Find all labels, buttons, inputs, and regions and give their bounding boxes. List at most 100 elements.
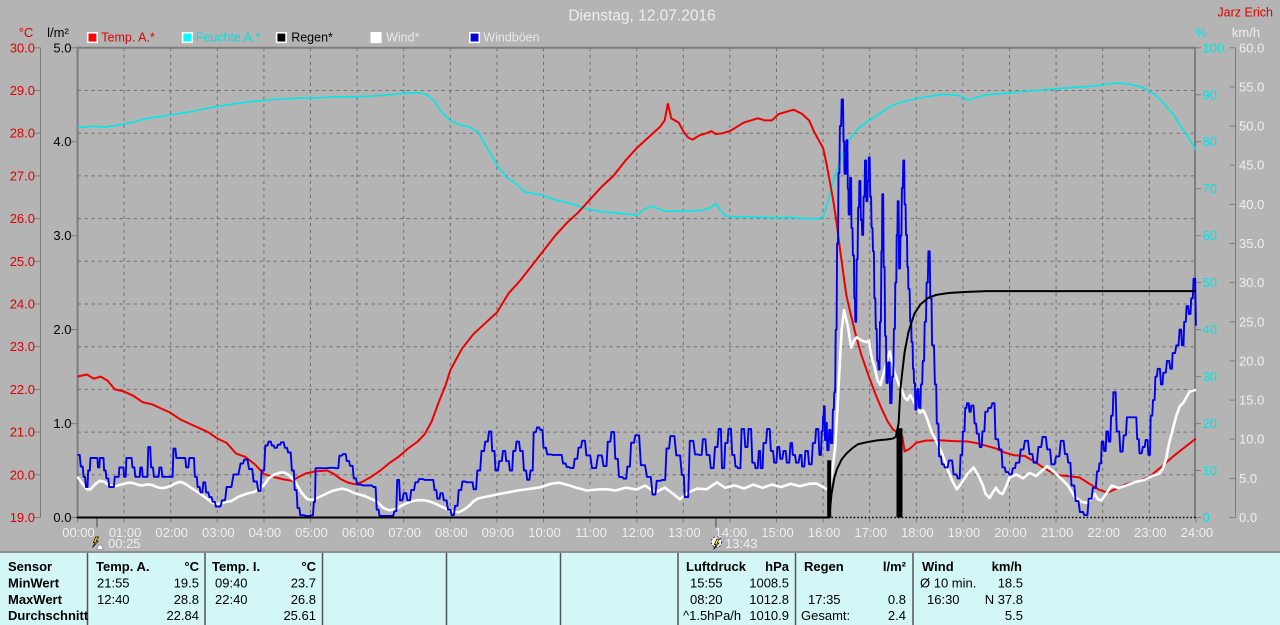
svg-text:0.0: 0.0 <box>53 510 71 525</box>
svg-text:l/m²: l/m² <box>883 559 907 574</box>
svg-text:25.0: 25.0 <box>1239 314 1264 329</box>
svg-text:Sensor: Sensor <box>8 559 52 574</box>
svg-text:15.0: 15.0 <box>1239 393 1264 408</box>
svg-text:50: 50 <box>1203 275 1217 290</box>
svg-text:^1.5hPa/h: ^1.5hPa/h <box>683 608 741 623</box>
svg-text:15:00: 15:00 <box>761 525 794 540</box>
svg-text:N 37.8: N 37.8 <box>985 592 1023 607</box>
svg-text:24.0: 24.0 <box>10 297 35 312</box>
svg-text:28.8: 28.8 <box>174 592 199 607</box>
svg-text:80: 80 <box>1203 134 1217 149</box>
svg-text:Temp. I.: Temp. I. <box>212 559 260 574</box>
svg-text:%: % <box>1195 25 1207 40</box>
svg-text:09:40: 09:40 <box>215 576 248 591</box>
svg-text:14:00: 14:00 <box>715 525 748 540</box>
svg-text:4.0: 4.0 <box>53 134 71 149</box>
svg-text:22.84: 22.84 <box>166 608 199 623</box>
svg-text:12:40: 12:40 <box>97 592 130 607</box>
svg-text:MinWert: MinWert <box>8 576 60 591</box>
svg-text:11:00: 11:00 <box>575 525 607 540</box>
svg-text:04:00: 04:00 <box>249 525 282 540</box>
svg-text:50.0: 50.0 <box>1239 119 1264 134</box>
svg-text:22:40: 22:40 <box>215 592 248 607</box>
svg-text:20.0: 20.0 <box>10 467 35 482</box>
svg-text:°C: °C <box>184 559 199 574</box>
svg-text:08:20: 08:20 <box>690 592 723 607</box>
svg-text:19.5: 19.5 <box>174 576 199 591</box>
svg-text:23:00: 23:00 <box>1134 525 1167 540</box>
svg-text:17:35: 17:35 <box>808 592 841 607</box>
svg-text:40: 40 <box>1203 322 1217 337</box>
svg-text:19.0: 19.0 <box>10 510 35 525</box>
svg-text:5.5: 5.5 <box>1005 608 1023 623</box>
svg-text:Temp. A.: Temp. A. <box>96 559 149 574</box>
svg-text:Wind*: Wind* <box>386 31 419 45</box>
svg-text:09:00: 09:00 <box>482 525 515 540</box>
svg-text:Feuchte A.*: Feuchte A.* <box>196 31 261 45</box>
svg-text:20.0: 20.0 <box>1239 353 1264 368</box>
svg-text:24:00: 24:00 <box>1181 525 1214 540</box>
svg-text:0.0: 0.0 <box>1239 510 1257 525</box>
svg-text:60.0: 60.0 <box>1239 40 1264 55</box>
svg-text:08:00: 08:00 <box>435 525 468 540</box>
svg-text:30.0: 30.0 <box>10 40 35 55</box>
svg-text:12:00: 12:00 <box>621 525 654 540</box>
svg-text:l/m²: l/m² <box>47 25 69 40</box>
svg-text:MaxWert: MaxWert <box>8 592 63 607</box>
svg-text:16:00: 16:00 <box>808 525 841 540</box>
svg-text:01:00: 01:00 <box>109 525 142 540</box>
svg-text:29.0: 29.0 <box>10 83 35 98</box>
svg-text:22.0: 22.0 <box>10 382 35 397</box>
svg-text:70: 70 <box>1203 181 1217 196</box>
svg-text:15:55: 15:55 <box>690 576 723 591</box>
svg-text:10:00: 10:00 <box>528 525 561 540</box>
svg-text:13:43: 13:43 <box>725 536 758 551</box>
svg-text:27.0: 27.0 <box>10 168 35 183</box>
svg-text:60: 60 <box>1203 228 1217 243</box>
svg-text:20:00: 20:00 <box>994 525 1027 540</box>
svg-text:19:00: 19:00 <box>948 525 981 540</box>
svg-text:km/h: km/h <box>1232 25 1260 40</box>
svg-text:hPa: hPa <box>765 559 790 574</box>
svg-text:Ø 10 min.: Ø 10 min. <box>920 576 976 591</box>
svg-text:21:00: 21:00 <box>1041 525 1074 540</box>
svg-text:10: 10 <box>1203 463 1217 478</box>
svg-text:18.5: 18.5 <box>998 576 1023 591</box>
svg-text:07:00: 07:00 <box>388 525 421 540</box>
svg-text:Regen: Regen <box>804 559 844 574</box>
svg-text:18:00: 18:00 <box>901 525 934 540</box>
svg-text:40.0: 40.0 <box>1239 197 1264 212</box>
svg-text:13:00: 13:00 <box>668 525 701 540</box>
svg-text:°C: °C <box>19 25 34 40</box>
svg-text:26.0: 26.0 <box>10 211 35 226</box>
svg-text:1.0: 1.0 <box>53 416 71 431</box>
svg-text:45.0: 45.0 <box>1239 158 1264 173</box>
svg-text:05:00: 05:00 <box>295 525 328 540</box>
svg-text:1010.9: 1010.9 <box>749 608 789 623</box>
svg-text:23.7: 23.7 <box>291 576 316 591</box>
svg-text:21.0: 21.0 <box>10 425 35 440</box>
svg-text:16:30: 16:30 <box>927 592 960 607</box>
svg-text:Dienstag, 12.07.2016: Dienstag, 12.07.2016 <box>568 8 715 25</box>
svg-text:22:00: 22:00 <box>1087 525 1120 540</box>
svg-text:5.0: 5.0 <box>53 40 71 55</box>
svg-text:00:25: 00:25 <box>108 536 141 551</box>
svg-text:Jarz Erich: Jarz Erich <box>1217 6 1273 20</box>
svg-text:00:00: 00:00 <box>62 525 95 540</box>
svg-text:20: 20 <box>1203 416 1217 431</box>
svg-text:25.61: 25.61 <box>283 608 316 623</box>
svg-text:0: 0 <box>1203 510 1210 525</box>
svg-text:1012.8: 1012.8 <box>749 592 789 607</box>
svg-text:Windböen: Windböen <box>483 31 539 45</box>
svg-text:1008.5: 1008.5 <box>749 576 789 591</box>
svg-text:25.0: 25.0 <box>10 254 35 269</box>
svg-text:100: 100 <box>1203 40 1225 55</box>
svg-text:26.8: 26.8 <box>291 592 316 607</box>
svg-text:30: 30 <box>1203 369 1217 384</box>
svg-text:55.0: 55.0 <box>1239 79 1264 94</box>
svg-text:Regen*: Regen* <box>291 31 333 45</box>
svg-text:10.0: 10.0 <box>1239 432 1264 447</box>
svg-text:90: 90 <box>1203 87 1217 102</box>
svg-text:Luftdruck: Luftdruck <box>686 559 747 574</box>
svg-text:3.0: 3.0 <box>53 228 71 243</box>
